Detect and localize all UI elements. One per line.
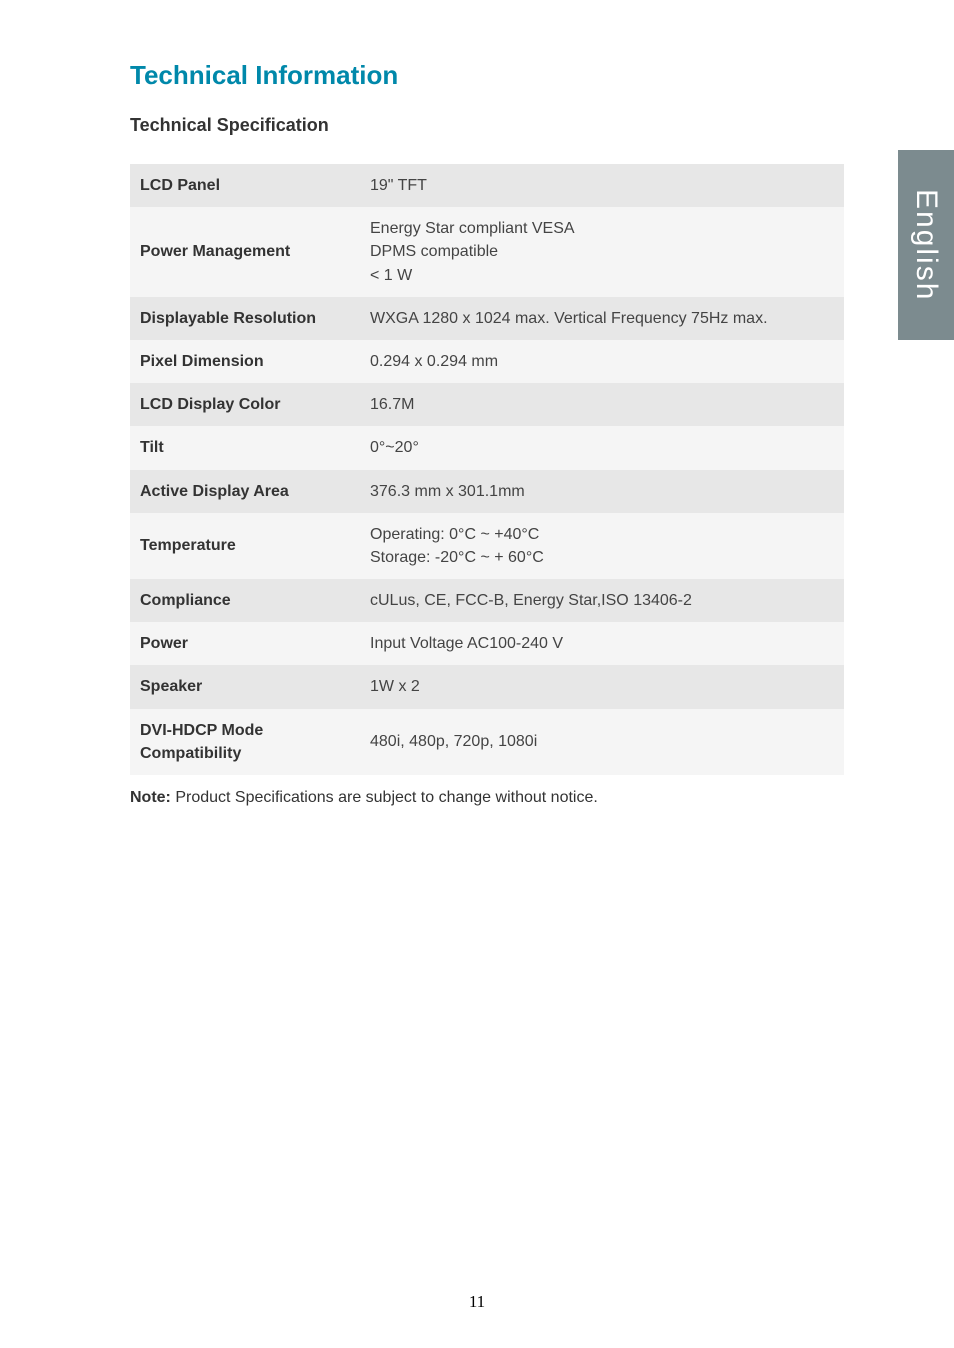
spec-row-label: Power — [130, 622, 360, 665]
spec-note-text: Product Specifications are subject to ch… — [171, 789, 598, 806]
spec-row-label: Tilt — [130, 426, 360, 469]
spec-row-value: WXGA 1280 x 1024 max. Vertical Frequency… — [360, 297, 844, 340]
table-row: Speaker1W x 2 — [130, 665, 844, 708]
spec-row-value: Input Voltage AC100-240 V — [360, 622, 844, 665]
spec-row-value: cULus, CE, FCC-B, Energy Star,ISO 13406-… — [360, 579, 844, 622]
spec-row-label: Temperature — [130, 513, 360, 579]
spec-row-label: Power Management — [130, 207, 360, 297]
spec-table: LCD Panel19" TFTPower ManagementEnergy S… — [130, 164, 844, 775]
table-row: Active Display Area376.3 mm x 301.1mm — [130, 470, 844, 513]
spec-row-value: 16.7M — [360, 383, 844, 426]
table-row: DVI-HDCP Mode Compatibility480i, 480p, 7… — [130, 709, 844, 775]
spec-row-label: LCD Panel — [130, 164, 360, 207]
spec-row-label: Pixel Dimension — [130, 340, 360, 383]
spec-row-label: Speaker — [130, 665, 360, 708]
spec-row-label: Active Display Area — [130, 470, 360, 513]
spec-row-value: 0°~20° — [360, 426, 844, 469]
spec-row-label: Displayable Resolution — [130, 297, 360, 340]
spec-row-label: LCD Display Color — [130, 383, 360, 426]
spec-note: Note: Product Specifications are subject… — [130, 789, 844, 807]
spec-row-value: 0.294 x 0.294 mm — [360, 340, 844, 383]
spec-row-value: 480i, 480p, 720p, 1080i — [360, 709, 844, 775]
spec-row-value: Energy Star compliant VESADPMS compatibl… — [360, 207, 844, 297]
page-number: 11 — [0, 1292, 954, 1312]
table-row: Power ManagementEnergy Star compliant VE… — [130, 207, 844, 297]
spec-note-prefix: Note: — [130, 789, 171, 806]
table-row: PowerInput Voltage AC100-240 V — [130, 622, 844, 665]
table-row: Displayable ResolutionWXGA 1280 x 1024 m… — [130, 297, 844, 340]
spec-row-value: 19" TFT — [360, 164, 844, 207]
spec-table-body: LCD Panel19" TFTPower ManagementEnergy S… — [130, 164, 844, 775]
spec-row-label: Compliance — [130, 579, 360, 622]
page-title: Technical Information — [130, 60, 844, 91]
section-subtitle: Technical Specification — [130, 115, 844, 136]
spec-row-value: 1W x 2 — [360, 665, 844, 708]
table-row: LCD Panel19" TFT — [130, 164, 844, 207]
table-row: Pixel Dimension0.294 x 0.294 mm — [130, 340, 844, 383]
spec-row-value: Operating: 0°C ~ +40°CStorage: -20°C ~ +… — [360, 513, 844, 579]
table-row: Tilt0°~20° — [130, 426, 844, 469]
table-row: LCD Display Color16.7M — [130, 383, 844, 426]
table-row: CompliancecULus, CE, FCC-B, Energy Star,… — [130, 579, 844, 622]
page-content: Technical Information Technical Specific… — [0, 0, 954, 847]
spec-row-value: 376.3 mm x 301.1mm — [360, 470, 844, 513]
table-row: TemperatureOperating: 0°C ~ +40°CStorage… — [130, 513, 844, 579]
spec-row-label: DVI-HDCP Mode Compatibility — [130, 709, 360, 775]
